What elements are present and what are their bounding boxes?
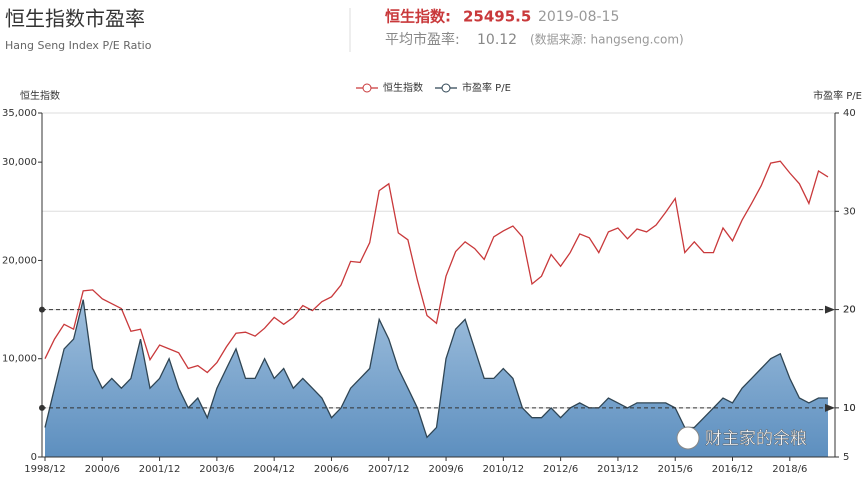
reference-label: 20 xyxy=(843,305,856,316)
y-tick-label: 30,000 xyxy=(2,157,37,168)
legend-label: 恒生指数 xyxy=(383,81,423,94)
y-tick-label: 10,000 xyxy=(2,354,37,365)
y2-tick-label: 10 xyxy=(843,403,856,414)
x-tick-label: 2007/12 xyxy=(368,464,410,475)
y-tick-label: 0 xyxy=(31,452,37,463)
pe-area xyxy=(45,299,828,457)
date: 2019-08-15 xyxy=(538,9,619,25)
y-axis-title: 恒生指数 xyxy=(20,89,60,102)
pe-value: 10.12 xyxy=(477,32,517,48)
index-value: 25495.5 xyxy=(463,8,531,26)
x-tick-label: 2012/6 xyxy=(543,464,578,475)
reference-arrow xyxy=(825,403,835,412)
x-tick-label: 2009/6 xyxy=(428,464,463,475)
subtitle: Hang Seng Index P/E Ratio xyxy=(5,39,152,52)
series-line xyxy=(44,160,829,374)
y2-tick-label: 30 xyxy=(843,206,856,217)
watermark: 财主家的余粮 xyxy=(705,429,807,449)
y2-axis-title: 市盈率 P/E xyxy=(813,89,862,102)
x-tick-label: 2010/12 xyxy=(483,464,525,475)
x-tick-label: 2000/6 xyxy=(85,464,120,475)
reference-arrow xyxy=(825,305,835,314)
x-tick-label: 2016/12 xyxy=(712,464,754,475)
watermark-icon xyxy=(676,426,700,450)
x-tick-label: 2015/6 xyxy=(658,464,693,475)
index-label: 恒生指数: xyxy=(385,8,451,26)
y2-tick-label: 20 xyxy=(843,305,856,316)
legend-label: 市盈率 P/E xyxy=(462,81,511,94)
y-tick-label: 35,000 xyxy=(2,108,37,119)
y-tick-label: 20,000 xyxy=(2,255,37,266)
title: 恒生指数市盈率 xyxy=(5,7,145,31)
reference-label: 10 xyxy=(843,403,856,414)
legend-marker xyxy=(441,83,451,93)
y2-tick-label: 5 xyxy=(843,452,849,463)
source: (数据来源: hangseng.com) xyxy=(530,32,684,47)
x-tick-label: 2004/12 xyxy=(253,464,295,475)
x-tick-label: 2013/12 xyxy=(597,464,639,475)
y2-tick-label: 40 xyxy=(843,108,856,119)
x-tick-label: 1998/12 xyxy=(24,464,66,475)
x-tick-label: 2001/12 xyxy=(139,464,181,475)
pe-label: 平均市盈率: xyxy=(385,31,460,48)
x-tick-label: 2006/6 xyxy=(314,464,349,475)
legend-marker xyxy=(362,83,372,93)
series-line xyxy=(44,299,828,439)
x-tick-label: 2003/6 xyxy=(199,464,234,475)
x-tick-label: 2018/6 xyxy=(772,464,807,475)
